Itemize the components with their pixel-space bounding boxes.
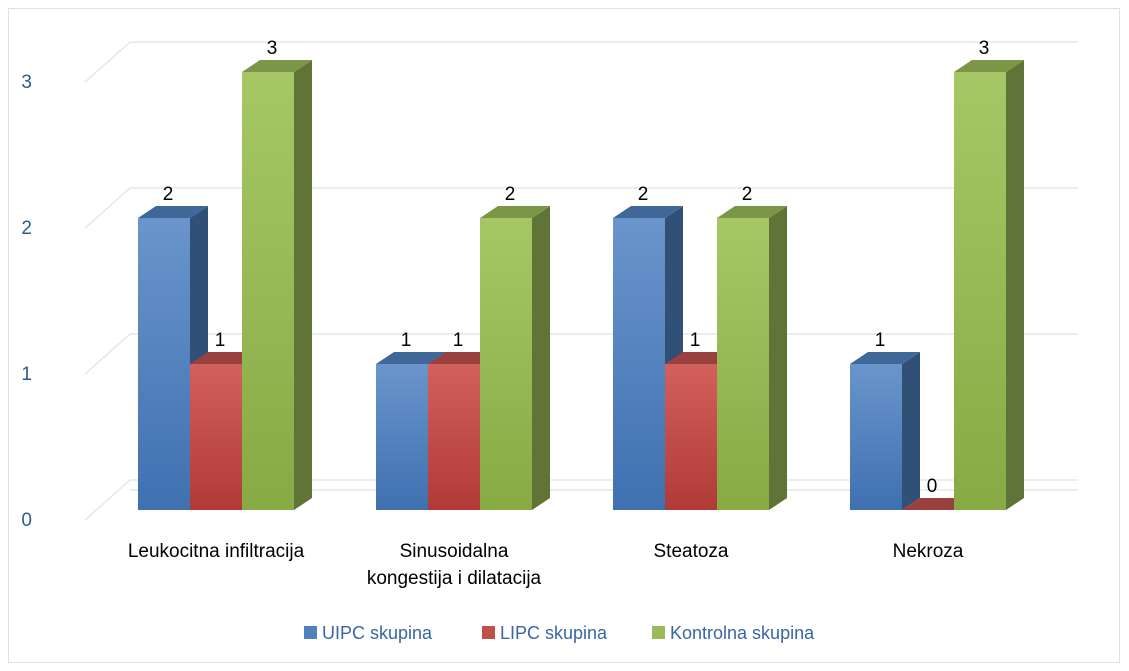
y-tick-label: 3 — [21, 72, 32, 93]
bar-side — [1006, 60, 1024, 510]
bar-top — [138, 206, 208, 218]
y-tick-label: 1 — [21, 364, 32, 385]
data-label: 0 — [927, 476, 938, 497]
y-axis-ticks: 0 1 2 3 — [21, 72, 32, 531]
bar-front — [850, 364, 902, 510]
bar-top — [480, 206, 550, 218]
gridline-side — [84, 333, 131, 375]
y-tick-label: 2 — [21, 218, 32, 239]
bar-front — [428, 364, 480, 510]
bar-top — [850, 352, 920, 364]
bar-front — [242, 72, 294, 510]
bar-front — [138, 218, 190, 510]
bar-kontrolna-skupina — [717, 206, 787, 510]
bar-side — [902, 352, 920, 510]
legend-swatch — [304, 626, 317, 639]
category-label: Nekroza — [893, 541, 964, 562]
data-labels: 2 1 3 1 1 2 2 1 2 1 0 3 — [163, 38, 990, 497]
bar-uipc-skupina — [850, 352, 920, 510]
legend: UIPC skupina LIPC skupina Kontrolna skupin… — [304, 623, 815, 643]
bar-top — [242, 60, 312, 72]
gridline-side — [84, 41, 131, 83]
bar-side — [294, 60, 312, 510]
legend-item: Kontrolna skupina — [652, 623, 815, 643]
bar-kontrolna-skupina — [480, 206, 550, 510]
bar-side — [769, 206, 787, 510]
legend-swatch — [652, 626, 665, 639]
data-label: 2 — [163, 184, 174, 205]
bar-front — [376, 364, 428, 510]
bar-kontrolna-skupina — [954, 60, 1024, 510]
y-tick-label: 0 — [21, 510, 32, 531]
x-axis-categories: Leukocitna infiltracija Sinusoidalna konge… — [128, 541, 964, 589]
data-label: 1 — [875, 330, 886, 351]
bar-front — [954, 72, 1006, 510]
bar-top — [376, 352, 446, 364]
data-label: 1 — [453, 330, 464, 351]
bar-top — [613, 206, 683, 218]
bar-top — [954, 60, 1024, 72]
data-label: 2 — [742, 184, 753, 205]
data-label: 2 — [505, 184, 516, 205]
data-label: 3 — [979, 38, 990, 59]
legend-item: UIPC skupina — [304, 623, 433, 643]
bar-kontrolna-skupina — [242, 60, 312, 510]
data-label: 1 — [401, 330, 412, 351]
bar-side — [532, 206, 550, 510]
bar-front — [717, 218, 769, 510]
category-label: Sinusoidalna — [400, 541, 509, 562]
legend-swatch — [482, 626, 495, 639]
bar-front — [613, 218, 665, 510]
gridline-side — [84, 479, 131, 521]
legend-item: LIPC skupina — [482, 623, 608, 643]
data-label: 3 — [267, 38, 278, 59]
legend-label: Kontrolna skupina — [670, 623, 815, 643]
category-label: Leukocitna infiltracija — [128, 541, 305, 562]
bars — [138, 60, 1024, 510]
data-label: 1 — [215, 330, 226, 351]
bar-front — [190, 364, 242, 510]
category-label: Steatoza — [654, 541, 729, 562]
category-label: kongestija i dilatacija — [367, 568, 542, 589]
bar-front — [480, 218, 532, 510]
data-label: 2 — [638, 184, 649, 205]
legend-label: LIPC skupina — [500, 623, 608, 643]
bar-front — [665, 364, 717, 510]
bar-top — [717, 206, 787, 218]
legend-label: UIPC skupina — [322, 623, 433, 643]
gridline-side — [84, 187, 131, 229]
data-label: 1 — [690, 330, 701, 351]
